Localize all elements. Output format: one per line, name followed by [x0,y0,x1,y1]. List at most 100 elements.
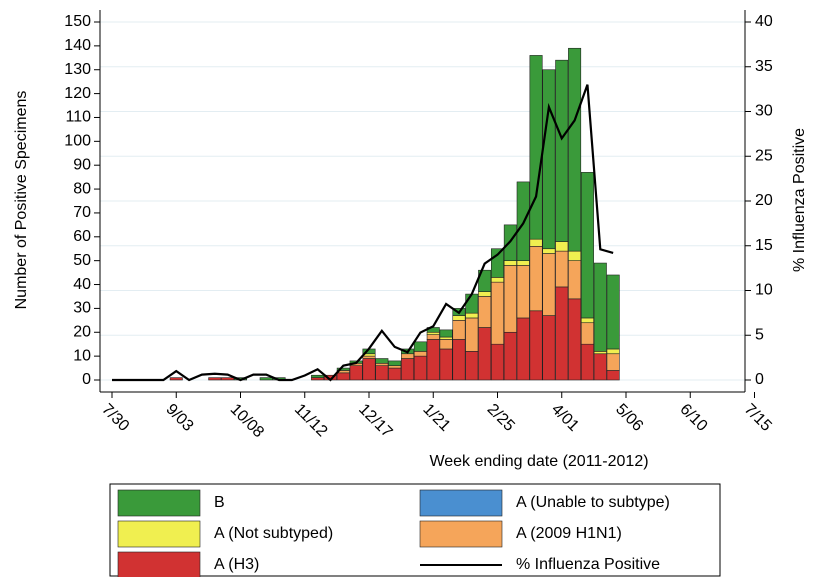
bar-segment [413,351,427,357]
legend-swatch [419,520,503,548]
bar-segment [311,374,325,378]
y-tick-label: 130 [64,61,91,78]
bar-segment [568,250,582,261]
bar-segment [413,341,427,352]
y2-tick-label: 40 [755,13,773,30]
bar-segment [490,248,504,278]
bar-segment [593,351,607,355]
bar-segment [516,260,530,266]
bar-segment [542,248,556,254]
legend-label: % Influenza Positive [516,556,660,573]
x-tick-label: 9/03 [162,401,196,435]
bar-segment [362,355,376,359]
bar-segment [478,327,492,381]
x-tick-label: 10/08 [227,401,267,441]
legend-label: A (Unable to subtype) [516,494,670,511]
y-tick-label: 70 [73,204,91,221]
legend-box [109,483,721,577]
legend-label: A (H3) [214,556,259,573]
y2-tick-label: 35 [755,58,773,75]
bar-segment [221,377,235,381]
legend-swatch [419,489,503,517]
bar-segment [542,69,556,250]
bar-segment [606,353,620,371]
bar-segment [336,372,350,381]
bar-segment [401,358,415,381]
y-tick-label: 90 [73,156,91,173]
legend-label: A (2009 H1N1) [516,525,622,542]
bar-segment [503,265,517,333]
bar-segment [568,298,582,381]
bar-segment [439,348,453,381]
bar-segment [375,365,389,381]
x-tick-label: 7/30 [98,401,132,435]
bar-segment [426,339,440,381]
bar-segment [388,365,402,369]
y-tick-label: 0 [82,371,91,388]
bar-segment [568,260,582,300]
line-series [112,84,614,382]
bar-segment [529,246,543,312]
bar-segment [529,238,543,247]
bar-segment [259,377,273,381]
bar-segment [465,351,479,381]
bar-segment [606,370,620,381]
bar-segment [452,315,466,321]
bar-segment [568,47,582,252]
bar-segment [555,250,569,288]
x-tick-label: 12/17 [355,401,395,441]
bar-segment [439,336,453,340]
x-tick-label: 5/06 [612,401,646,435]
bar-segment [439,339,453,350]
x-tick-label: 1/21 [419,401,453,435]
bar-segment [388,360,402,366]
y2-tick-label: 0 [755,371,764,388]
bar-segment [580,322,594,345]
y-tick-label: 30 [73,300,91,317]
bar-segment [465,293,479,314]
bar-segment [606,348,620,355]
bar-segment [555,286,569,381]
y-tick-label: 100 [64,133,91,150]
bar-segment [593,262,607,352]
bar-segment [388,367,402,381]
x-tick-label: 7/15 [741,401,775,435]
bar-segment [362,358,376,381]
bar-segment [465,317,479,352]
bar-segment [529,310,543,381]
bar-segment [349,365,363,381]
bar-segment [503,331,517,381]
legend-label: B [214,494,225,511]
bar-segment [542,315,556,381]
bar-segment [311,377,325,381]
bar-segment [555,59,569,242]
y-tick-label: 50 [73,252,91,269]
bar-segment [169,377,183,381]
bar-segment [375,362,389,366]
y2-tick-label: 30 [755,103,773,120]
x-tick-label: 4/01 [548,401,582,435]
bar-segment [336,367,350,371]
bar-segment [593,353,607,381]
y-tick-label: 120 [64,85,91,102]
bar-segment [426,331,440,335]
bar-segment [478,296,492,328]
bar-segment [606,274,620,350]
bar-segment [580,317,594,324]
y2-tick-label: 20 [755,192,773,209]
x-axis-title: Week ending date (2011-2012) [429,453,648,470]
bar-segment [375,358,389,364]
y2-tick-label: 15 [755,237,773,254]
legend-swatch [117,489,201,517]
y-tick-label: 20 [73,323,91,340]
y-tick-label: 140 [64,37,91,54]
bar-segment [478,291,492,297]
legend-swatch [117,551,201,577]
bar-segment [580,343,594,381]
bar-segment [580,172,594,319]
y-tick-label: 60 [73,228,91,245]
bar-segment [516,317,530,381]
bar-segment [516,265,530,319]
bar-segment [490,281,504,345]
